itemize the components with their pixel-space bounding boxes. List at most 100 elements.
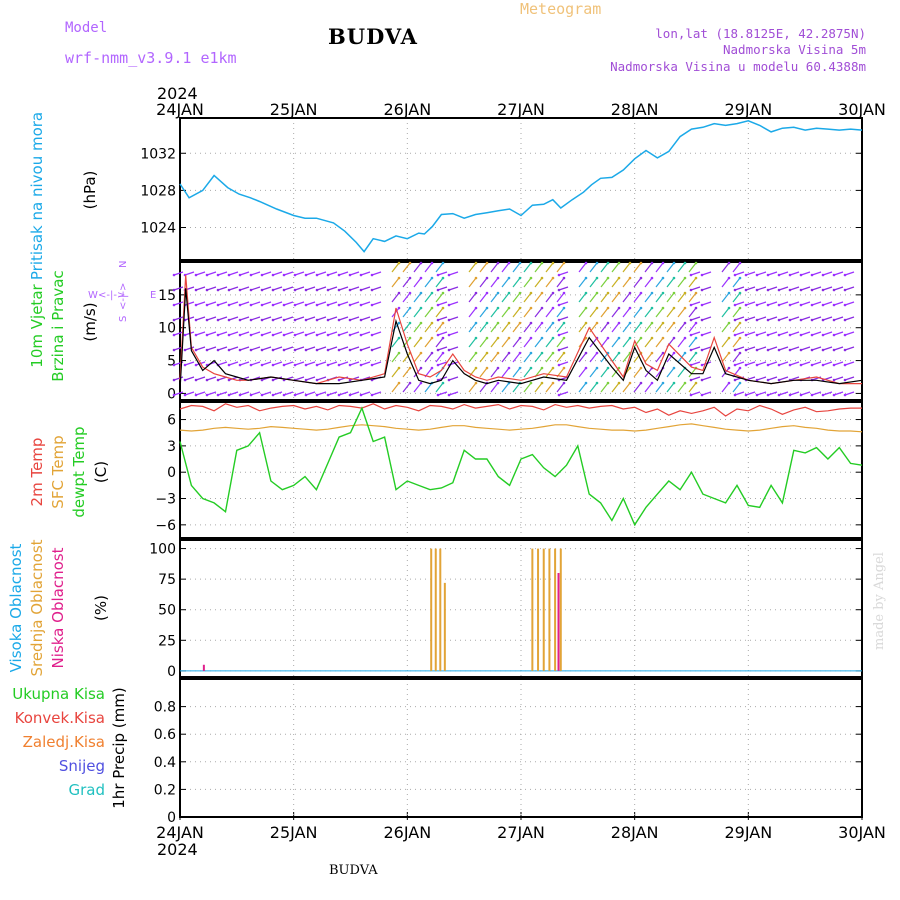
wind-arrow-head (562, 336, 566, 340)
wind-arrow (184, 361, 195, 366)
cloud-ylabel-mid: Srednja Oblacnost (28, 539, 46, 676)
wind-arrow (468, 262, 477, 273)
wind-arrow-head (430, 336, 434, 340)
wind-arrow (745, 331, 756, 336)
wind-arrow-head (562, 261, 566, 265)
wind-arrow-head (744, 393, 748, 397)
wind-arrow (261, 316, 272, 321)
wind-arrow-head (315, 393, 319, 397)
wind-dir-e: E (150, 290, 156, 301)
wind-arrow (261, 361, 272, 366)
wind-arrow (589, 352, 598, 363)
wind-arrow (800, 331, 811, 336)
wind-arrow-head (370, 348, 374, 352)
wind-arrow (600, 307, 609, 318)
wind-arrow (556, 307, 565, 318)
wind-arrow (327, 391, 338, 396)
wind-arrow-head (744, 333, 748, 337)
wind-arrow (721, 292, 730, 303)
wind-arrow (677, 337, 686, 348)
wind-arrow-head (447, 333, 451, 337)
wind-arrow (767, 331, 778, 336)
wind-arrow-head (639, 306, 643, 310)
wind-arrow (402, 292, 411, 303)
wind-arrow-head (562, 366, 566, 370)
wind-arrow-head (271, 303, 275, 307)
wind-arrow (437, 346, 448, 351)
wind-arrow-head (326, 363, 330, 367)
wind-arrow (272, 346, 283, 351)
wind-arrow (778, 391, 789, 396)
wind-arrow (272, 286, 283, 291)
wind-arrow-head (260, 288, 264, 292)
wind-arrow (360, 286, 371, 291)
wind-arrow-head (529, 351, 533, 355)
y-tick-label: −3 (155, 492, 176, 508)
wind-arrow-head (249, 303, 253, 307)
wind-arrow (655, 277, 664, 288)
wind-arrow (173, 301, 184, 306)
wind-arrow-head (540, 366, 544, 370)
wind-arrow-head (595, 276, 599, 280)
wind-arrow-head (436, 363, 440, 367)
wind-arrow-head (672, 381, 676, 385)
wind-arrow (490, 322, 499, 333)
wind-arrow-head (359, 348, 363, 352)
y-tick-label: 0 (167, 664, 176, 680)
wind-arrow (558, 316, 569, 321)
wind-arrow-head (595, 261, 599, 265)
wind-arrow (745, 301, 756, 306)
wind-arrow (413, 307, 422, 318)
wind-arrow-head (441, 306, 445, 310)
wind-arrow-head (304, 303, 308, 307)
wind-arrow (611, 337, 620, 348)
wind-arrow-head (727, 321, 731, 325)
wind-arrow-head (777, 348, 781, 352)
wind-arrow-head (628, 261, 632, 265)
wind-arrow-head (584, 381, 588, 385)
wind-arrow (228, 391, 239, 396)
wind-arrow (283, 361, 294, 366)
wind-arrow (261, 286, 272, 291)
wind-arrow-head (216, 273, 220, 277)
wind-arrow (173, 286, 184, 291)
wind-arrow-head (617, 366, 621, 370)
wind-arrow (413, 337, 422, 348)
wind-arrow (578, 322, 587, 333)
wind-arrow-head (496, 366, 500, 370)
wind-arrow-head (370, 273, 374, 277)
precip-legend-item: Zaledj.Kisa (23, 733, 105, 751)
wind-arrow-head (271, 348, 275, 352)
wind-arrow-head (661, 351, 665, 355)
wind-arrow-head (370, 303, 374, 307)
wind-arrow-head (293, 393, 297, 397)
wind-arrow (778, 271, 789, 276)
wind-arrow (778, 331, 789, 336)
wind-dir-ew-arrow: <-|-> (98, 290, 125, 301)
wind-arrow (316, 361, 327, 366)
wind-arrow (701, 391, 712, 396)
wind-arrow-head (551, 351, 555, 355)
wind-arrow (800, 346, 811, 351)
wind-arrow-head (650, 276, 654, 280)
wind-arrow-head (436, 348, 440, 352)
wind-arrow (413, 367, 422, 378)
wind-arrow-head (744, 288, 748, 292)
wind-arrow-head (766, 363, 770, 367)
wind-arrow (767, 316, 778, 321)
wind-arrow (283, 331, 294, 336)
wind-arrow (721, 382, 730, 393)
wind-arrow-head (293, 363, 297, 367)
wind-arrow-head (777, 378, 781, 382)
wind-arrow (402, 262, 411, 273)
wind-arrow-head (348, 378, 352, 382)
wind-arrow (756, 331, 767, 336)
wind-arrow-head (359, 393, 363, 397)
wind-arrow (611, 382, 620, 393)
wind-arrow (789, 346, 800, 351)
wind-arrow (721, 352, 730, 363)
wind-arrow (556, 292, 565, 303)
wind-arrow (501, 367, 510, 378)
wind-arrow (305, 286, 316, 291)
wind-arrow-head (271, 318, 275, 322)
